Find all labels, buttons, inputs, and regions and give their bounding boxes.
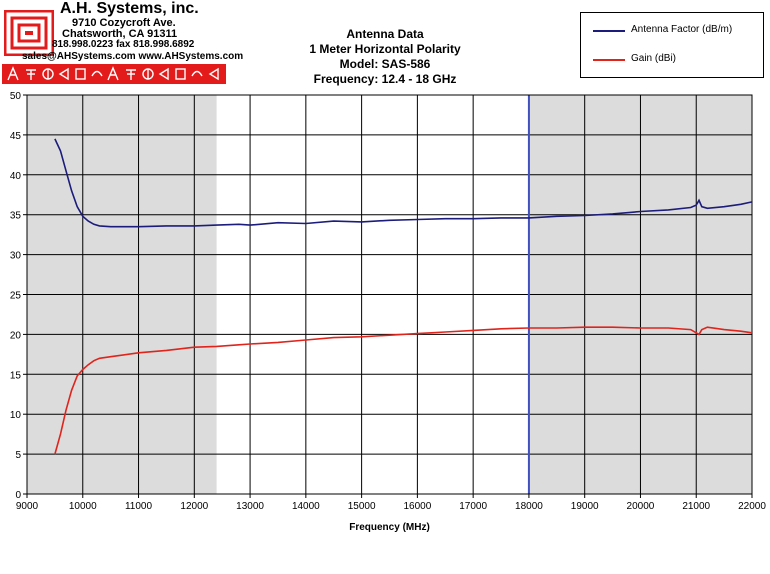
- chart-title-block: Antenna Data 1 Meter Horizontal Polarity…: [280, 27, 490, 87]
- x-tick-label-4: 13000: [236, 501, 264, 512]
- address-line-1: 9710 Cozycroft Ave.: [72, 17, 176, 29]
- chart-title-line-3: Model: SAS-586: [339, 57, 431, 71]
- y-tick-label-2: 10: [10, 410, 22, 421]
- y-tick-label-9: 45: [10, 131, 22, 142]
- legend-swatch-antenna-factor: [593, 30, 625, 32]
- x-tick-label-13: 22000: [738, 501, 766, 512]
- y-tick-label-8: 40: [10, 171, 22, 182]
- y-tick-label-10: 50: [10, 91, 22, 102]
- x-tick-label-6: 15000: [348, 501, 376, 512]
- antenna-glyphs-icon: [7, 66, 219, 81]
- x-tick-label-11: 20000: [627, 501, 655, 512]
- address-line-2: Chatsworth, CA 91311: [62, 28, 178, 40]
- y-tick-label-3: 15: [10, 370, 22, 381]
- x-tick-label-5: 14000: [292, 501, 320, 512]
- y-tick-label-6: 30: [10, 251, 22, 262]
- x-tick-label-12: 21000: [682, 501, 710, 512]
- x-axis-title: Frequency (MHz): [349, 522, 430, 533]
- legend-swatch-gain: [593, 59, 625, 61]
- chart-title-line-4: Frequency: 12.4 - 18 GHz: [313, 72, 457, 86]
- x-tick-label-10: 19000: [571, 501, 599, 512]
- chart-title-line-1: Antenna Data: [346, 27, 424, 41]
- y-tick-label-1: 5: [15, 450, 21, 461]
- x-tick-label-3: 12000: [180, 501, 208, 512]
- plot-border: [26, 94, 753, 495]
- chart-title-line-2: 1 Meter Horizontal Polarity: [309, 42, 461, 56]
- legend-label-gain: Gain (dBi): [631, 53, 677, 64]
- y-tick-label-5: 25: [10, 291, 22, 302]
- x-tick-label-0: 9000: [16, 501, 39, 512]
- y-tick-label-7: 35: [10, 211, 22, 222]
- logo-antenna-strip: [2, 64, 226, 84]
- x-tick-label-9: 18000: [515, 501, 543, 512]
- y-tick-label-4: 20: [10, 330, 22, 341]
- x-tick-label-7: 16000: [403, 501, 431, 512]
- x-tick-label-1: 10000: [69, 501, 97, 512]
- phone-fax: 818.998.0223 fax 818.998.6892: [52, 39, 195, 50]
- series-line-1: [54, 326, 753, 455]
- chart-legend: Antenna Factor (dB/m) Gain (dBi): [580, 12, 764, 78]
- logo-spiral-icon: [4, 10, 54, 56]
- y-tick-label-0: 0: [15, 490, 21, 501]
- x-tick-label-8: 17000: [459, 501, 487, 512]
- legend-label-antenna-factor: Antenna Factor (dB/m): [631, 24, 733, 35]
- company-name: A.H. Systems, inc.: [60, 0, 199, 17]
- x-tick-label-2: 11000: [125, 501, 153, 512]
- company-logo: A.H. Systems, inc. 9710 Cozycroft Ave. C…: [0, 0, 243, 90]
- email-web: sales@AHSystems.com www.AHSystems.com: [22, 51, 244, 62]
- series-line-0: [54, 138, 753, 228]
